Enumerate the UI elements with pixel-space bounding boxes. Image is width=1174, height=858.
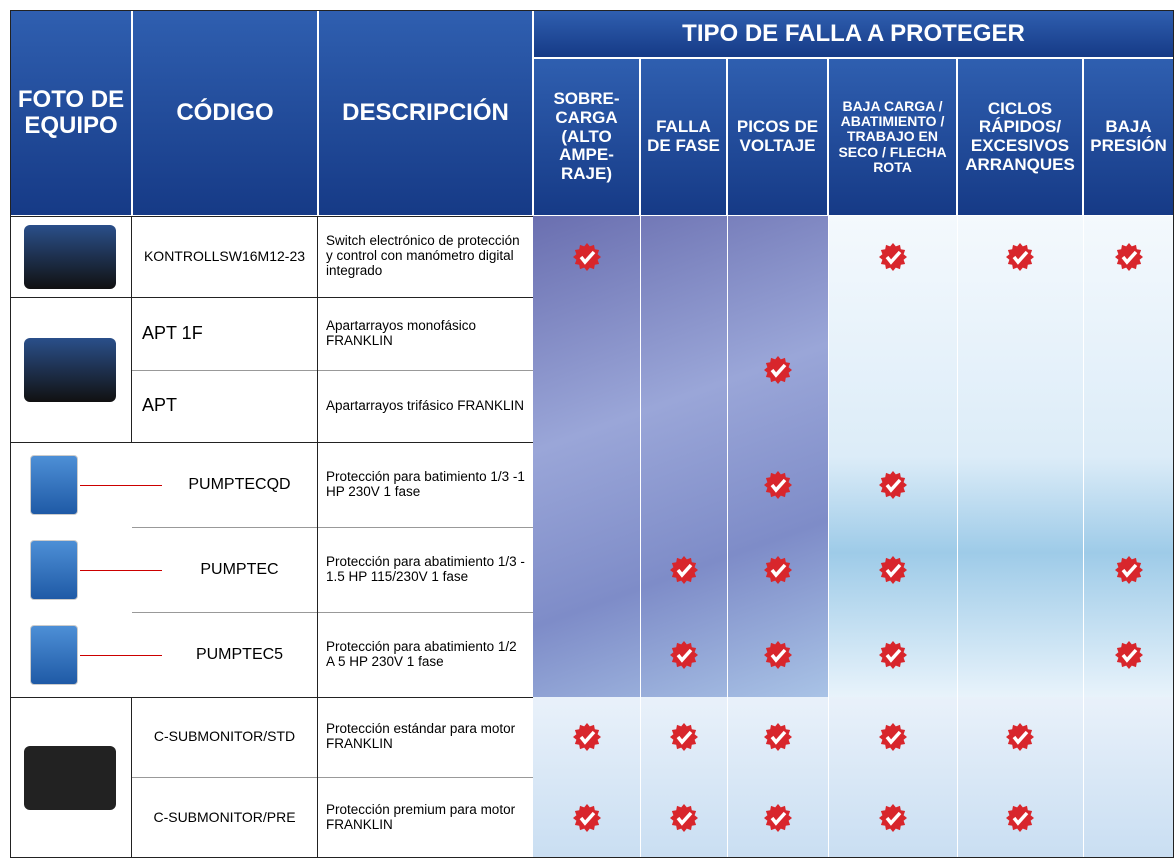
group-line bbox=[10, 697, 533, 698]
check-icon bbox=[572, 723, 601, 751]
fault-bg bbox=[533, 697, 1174, 858]
group-line bbox=[10, 442, 533, 443]
photo-cell bbox=[10, 216, 132, 297]
check-icon bbox=[572, 242, 601, 271]
header-cell: TIPO DE FALLA A PROTEGER bbox=[533, 10, 1174, 58]
check-icon bbox=[1114, 242, 1143, 271]
connector-line bbox=[80, 569, 162, 571]
description-cell: Protección para abatimiento 1/2 A 5 HP 2… bbox=[326, 638, 517, 669]
description-cell: Protección para batimiento 1/3 -1 HP 230… bbox=[326, 468, 525, 499]
product-photo bbox=[30, 624, 78, 685]
code-cell: APT bbox=[132, 370, 318, 442]
check-icon bbox=[1006, 723, 1034, 751]
header-cell: BAJA PRESIÓN bbox=[1083, 58, 1174, 216]
check-icon bbox=[763, 355, 792, 384]
description-cell: Apartarrayos trifásico FRANKLIN bbox=[326, 397, 525, 413]
description-cell: Protección premium para motor FRANKLIN bbox=[326, 801, 516, 832]
photo-cell bbox=[10, 297, 132, 442]
check-icon bbox=[669, 803, 698, 832]
check-icon bbox=[878, 555, 907, 584]
product-photo bbox=[24, 745, 116, 810]
storm-bg bbox=[533, 216, 828, 697]
check-icon bbox=[1006, 242, 1034, 271]
col-line bbox=[1083, 216, 1084, 858]
header-cell: CICLOS RÁPIDOS/ EXCESIVOS ARRANQUES bbox=[957, 58, 1083, 216]
product-photo bbox=[30, 539, 78, 600]
check-icon bbox=[878, 640, 907, 669]
check-icon bbox=[572, 803, 601, 832]
header-cell: DESCRIPCIÓN bbox=[318, 10, 533, 216]
description-cell: Protección estándar para motor FRANKLIN bbox=[326, 721, 516, 751]
check-icon bbox=[763, 555, 792, 584]
code-cell: APT 1F bbox=[132, 297, 318, 370]
row-line bbox=[132, 777, 533, 778]
check-icon bbox=[763, 640, 792, 669]
check-icon bbox=[878, 242, 907, 271]
col-line bbox=[727, 216, 728, 858]
check-icon bbox=[878, 470, 907, 499]
check-icon bbox=[1114, 640, 1143, 669]
group-line bbox=[10, 297, 533, 298]
col-line bbox=[957, 216, 958, 858]
col-line bbox=[828, 216, 829, 858]
description-cell: Apartarrayos monofásico FRANKLIN bbox=[326, 317, 477, 348]
description-cell: Protección para abatimiento 1/3 - 1.5 HP… bbox=[326, 553, 525, 584]
check-icon bbox=[1114, 555, 1143, 584]
product-photo bbox=[30, 454, 78, 515]
row-line bbox=[132, 527, 533, 528]
product-photo bbox=[24, 224, 116, 289]
check-icon bbox=[669, 640, 698, 669]
header-cell: FOTO DE EQUIPO bbox=[10, 10, 132, 216]
header-cell: BAJA CARGA / ABATIMIENTO / TRABAJO EN SE… bbox=[828, 58, 957, 216]
check-icon bbox=[878, 723, 907, 751]
col-line bbox=[640, 216, 641, 858]
header-cell: PICOS DE VOLTAJE bbox=[727, 58, 828, 216]
code-cell: C-SUBMONITOR/PRE bbox=[132, 777, 318, 858]
water-bg bbox=[828, 216, 1174, 697]
code-cell: C-SUBMONITOR/STD bbox=[132, 697, 318, 777]
check-icon bbox=[1006, 803, 1034, 832]
header-cell: CÓDIGO bbox=[132, 10, 318, 216]
header-cell: SOBRE-CARGA (ALTO AMPE-RAJE) bbox=[533, 58, 640, 216]
description-cell: Switch electrónico de protección y contr… bbox=[326, 233, 520, 278]
row-line bbox=[132, 612, 533, 613]
check-icon bbox=[763, 803, 792, 832]
code-cell: PUMPTECQD bbox=[132, 442, 318, 527]
connector-line bbox=[80, 484, 162, 486]
check-icon bbox=[669, 723, 698, 751]
code-cell: PUMPTEC bbox=[132, 527, 318, 612]
connector-line bbox=[80, 654, 162, 656]
check-icon bbox=[763, 470, 792, 499]
photo-cell bbox=[10, 697, 132, 858]
code-cell: PUMPTEC5 bbox=[132, 612, 318, 697]
row-line bbox=[132, 370, 533, 371]
check-icon bbox=[669, 555, 698, 584]
code-cell: KONTROLLSW16M12-23 bbox=[132, 216, 318, 297]
product-photo bbox=[24, 337, 116, 402]
header-cell: FALLA DE FASE bbox=[640, 58, 727, 216]
group-line bbox=[10, 216, 533, 217]
check-icon bbox=[878, 803, 907, 832]
check-icon bbox=[763, 723, 792, 751]
